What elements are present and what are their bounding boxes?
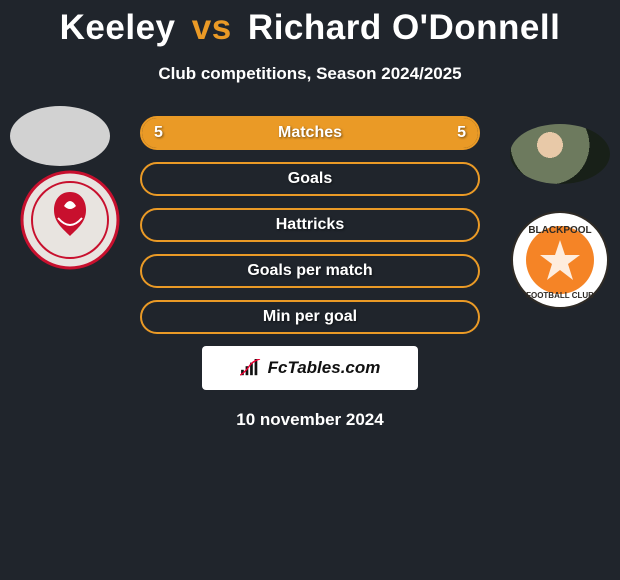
player2-avatar [510, 124, 610, 184]
stat-row: 5 5 Matches [140, 116, 480, 150]
stat-label: Matches [278, 124, 342, 142]
vs-label: vs [192, 8, 232, 47]
player2-name: Richard O'Donnell [248, 8, 560, 47]
player2-club-crest: BLACKPOOL FOOTBALL CLUB [510, 210, 610, 310]
svg-text:FOOTBALL CLUB: FOOTBALL CLUB [526, 291, 594, 300]
stat-row: Goals per match [140, 254, 480, 288]
stat-row: Goals [140, 162, 480, 196]
player1-club-crest [20, 170, 120, 270]
stat-value-left: 5 [154, 124, 163, 142]
stat-value-right: 5 [457, 124, 466, 142]
stat-row: Hattricks [140, 208, 480, 242]
date-label: 10 november 2024 [0, 410, 620, 430]
svg-text:BLACKPOOL: BLACKPOOL [528, 225, 591, 236]
branding-badge: FcTables.com [202, 346, 418, 390]
stat-row: Min per goal [140, 300, 480, 334]
branding-text: FcTables.com [268, 358, 381, 378]
subtitle: Club competitions, Season 2024/2025 [0, 64, 620, 84]
stats-container: 5 5 Matches Goals Hattricks Goals per match Mi… [140, 116, 480, 334]
stat-label: Goals per match [247, 262, 372, 280]
blackpool-crest-icon: BLACKPOOL FOOTBALL CLUB [510, 210, 610, 310]
leyton-orient-crest-icon [20, 170, 120, 270]
comparison-title: Keeley vs Richard O'Donnell [0, 0, 620, 48]
bar-chart-icon [240, 359, 262, 377]
player1-avatar [10, 106, 110, 166]
stat-label: Min per goal [263, 308, 357, 326]
player1-name: Keeley [60, 8, 176, 47]
stat-label: Hattricks [276, 216, 344, 234]
stat-label: Goals [288, 170, 332, 188]
